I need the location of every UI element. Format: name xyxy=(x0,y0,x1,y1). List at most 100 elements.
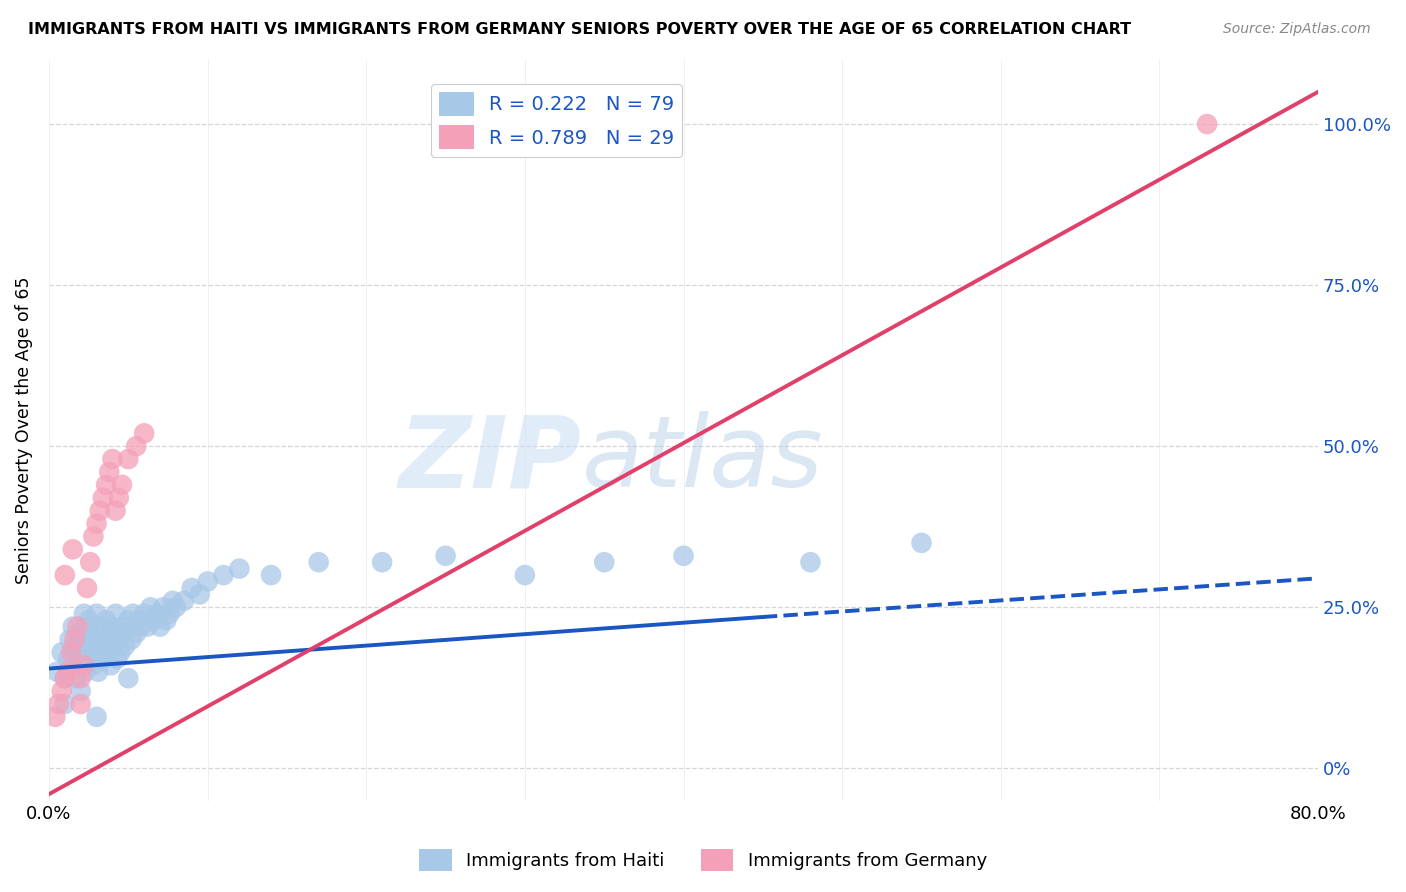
Point xyxy=(112,626,135,640)
Point xyxy=(51,645,73,659)
Point xyxy=(155,613,177,627)
Point xyxy=(134,426,156,441)
Point xyxy=(53,568,76,582)
Point xyxy=(98,626,121,640)
Point xyxy=(44,710,66,724)
Point xyxy=(104,503,127,517)
Point xyxy=(53,671,76,685)
Point xyxy=(62,658,84,673)
Point xyxy=(107,491,129,505)
Text: IMMIGRANTS FROM HAITI VS IMMIGRANTS FROM GERMANY SENIORS POVERTY OVER THE AGE OF: IMMIGRANTS FROM HAITI VS IMMIGRANTS FROM… xyxy=(28,22,1132,37)
Point xyxy=(63,632,86,647)
Point xyxy=(672,549,695,563)
Point xyxy=(97,645,120,659)
Point xyxy=(125,626,148,640)
Point xyxy=(212,568,235,582)
Point xyxy=(80,626,103,640)
Point xyxy=(75,665,97,679)
Point xyxy=(60,645,83,659)
Point xyxy=(117,613,139,627)
Point xyxy=(84,632,107,647)
Point xyxy=(129,620,152,634)
Point xyxy=(89,620,111,634)
Point xyxy=(117,671,139,685)
Point xyxy=(149,620,172,634)
Point xyxy=(228,561,250,575)
Point xyxy=(308,555,330,569)
Point xyxy=(58,632,80,647)
Point xyxy=(101,452,124,467)
Point xyxy=(73,607,96,621)
Point xyxy=(159,607,181,621)
Point xyxy=(76,581,98,595)
Point xyxy=(79,652,101,666)
Point xyxy=(136,620,159,634)
Point xyxy=(125,439,148,453)
Point xyxy=(76,620,98,634)
Point xyxy=(127,613,149,627)
Point xyxy=(799,555,821,569)
Point xyxy=(121,632,143,647)
Point xyxy=(100,658,122,673)
Point xyxy=(94,478,117,492)
Point xyxy=(82,529,104,543)
Point xyxy=(67,626,90,640)
Point xyxy=(62,620,84,634)
Point xyxy=(114,639,136,653)
Point xyxy=(53,697,76,711)
Point xyxy=(111,620,134,634)
Point xyxy=(104,607,127,621)
Point xyxy=(69,658,91,673)
Legend: R = 0.222   N = 79, R = 0.789   N = 29: R = 0.222 N = 79, R = 0.789 N = 29 xyxy=(432,84,682,157)
Point xyxy=(69,697,91,711)
Point xyxy=(82,658,104,673)
Point xyxy=(86,710,108,724)
Point xyxy=(56,665,79,679)
Point xyxy=(146,607,169,621)
Point xyxy=(117,452,139,467)
Point xyxy=(197,574,219,589)
Point xyxy=(86,516,108,531)
Point xyxy=(105,652,128,666)
Point xyxy=(94,613,117,627)
Point xyxy=(513,568,536,582)
Point xyxy=(93,632,115,647)
Legend: Immigrants from Haiti, Immigrants from Germany: Immigrants from Haiti, Immigrants from G… xyxy=(412,842,994,879)
Point xyxy=(73,658,96,673)
Point xyxy=(98,465,121,479)
Point xyxy=(56,652,79,666)
Point xyxy=(180,581,202,595)
Point xyxy=(79,555,101,569)
Point xyxy=(165,600,187,615)
Point xyxy=(48,697,70,711)
Point xyxy=(593,555,616,569)
Point xyxy=(86,645,108,659)
Point xyxy=(66,620,89,634)
Point xyxy=(86,607,108,621)
Point xyxy=(103,639,125,653)
Point xyxy=(122,607,145,621)
Point xyxy=(910,536,932,550)
Point xyxy=(69,684,91,698)
Point xyxy=(77,613,100,627)
Point xyxy=(371,555,394,569)
Point xyxy=(173,594,195,608)
Point xyxy=(110,645,132,659)
Point xyxy=(142,613,165,627)
Point xyxy=(65,671,87,685)
Point xyxy=(139,600,162,615)
Point xyxy=(87,665,110,679)
Point xyxy=(69,671,91,685)
Point xyxy=(89,503,111,517)
Point xyxy=(51,684,73,698)
Point xyxy=(162,594,184,608)
Point xyxy=(434,549,457,563)
Point xyxy=(77,639,100,653)
Point xyxy=(152,600,174,615)
Point xyxy=(45,665,67,679)
Y-axis label: Seniors Poverty Over the Age of 65: Seniors Poverty Over the Age of 65 xyxy=(15,277,32,584)
Point xyxy=(62,542,84,557)
Point xyxy=(66,645,89,659)
Point xyxy=(1197,117,1219,131)
Point xyxy=(63,639,86,653)
